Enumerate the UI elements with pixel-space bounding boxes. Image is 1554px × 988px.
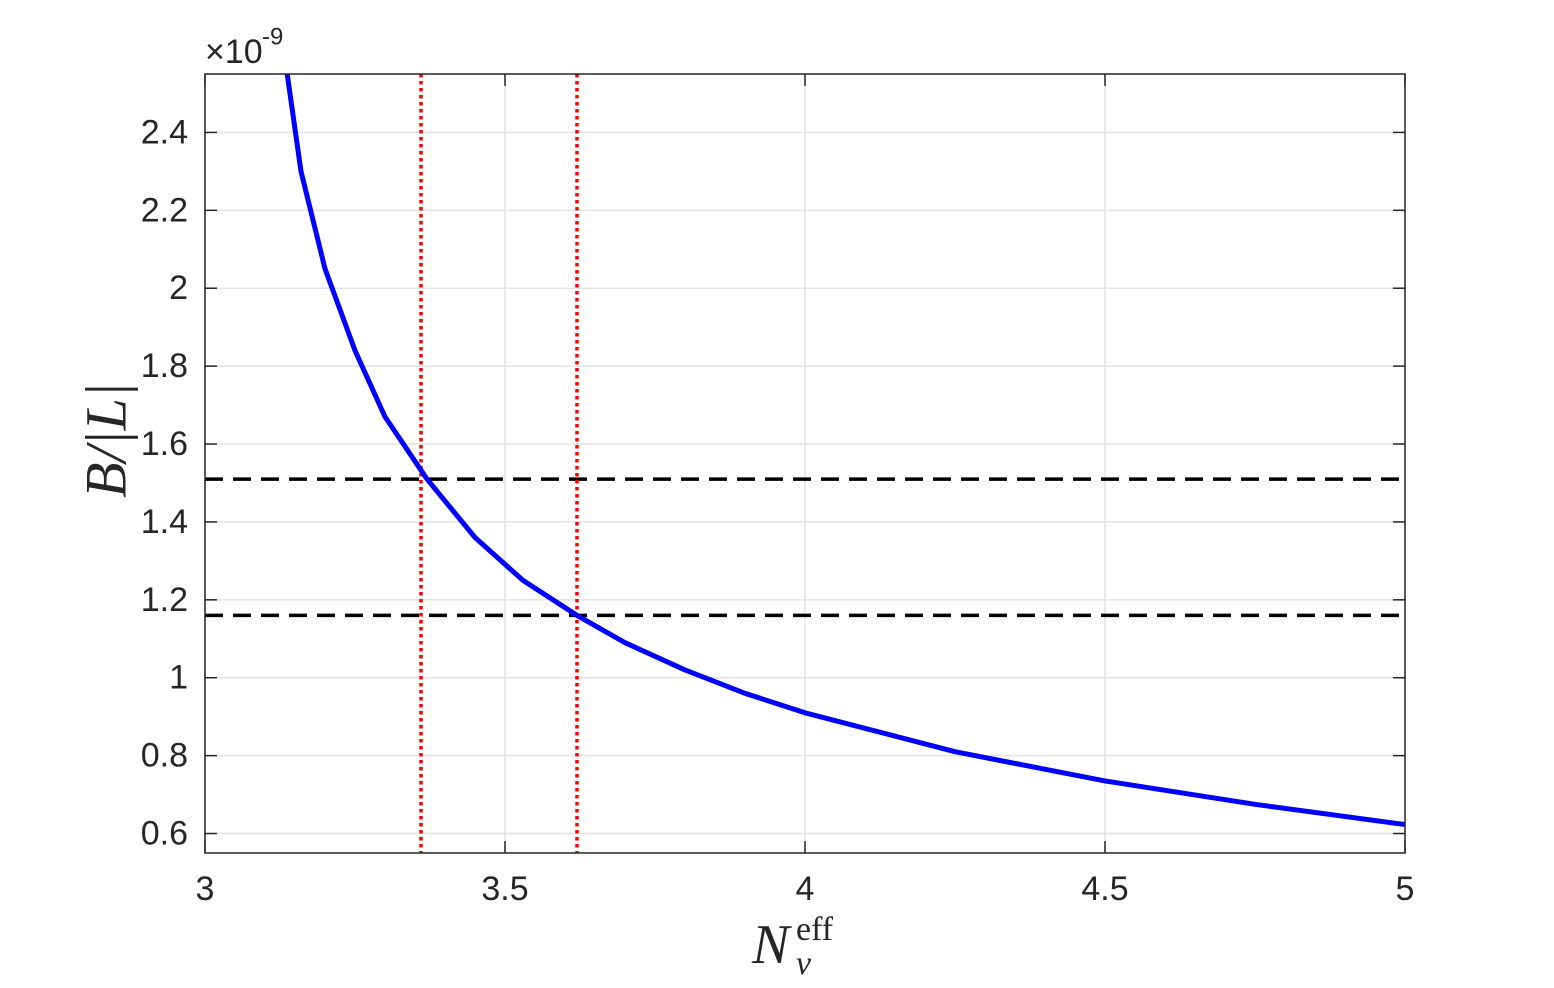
x-label-sup: eff xyxy=(796,911,834,948)
y-multiplier: ×10 xyxy=(205,33,263,71)
y-exponent: -9 xyxy=(262,23,283,50)
plot-area xyxy=(205,74,1405,853)
y-axis-label: B/|L| xyxy=(73,382,138,498)
y-tick-label: 1.6 xyxy=(141,425,188,463)
y-tick-label: 0.8 xyxy=(141,737,188,775)
y-tick-label: 1.4 xyxy=(141,503,188,541)
x-axis-label: N ν eff xyxy=(751,911,834,982)
data-line xyxy=(284,74,1405,828)
y-tick-label: 0.6 xyxy=(141,815,188,853)
x-label-sub: ν xyxy=(796,945,812,982)
y-tick-label: 2.2 xyxy=(141,191,188,229)
x-tick-label: 3.5 xyxy=(481,870,528,908)
y-tick-label: 1.8 xyxy=(141,347,188,385)
y-tick-label: 2 xyxy=(169,269,188,307)
y-tick-label: 1 xyxy=(169,659,188,697)
x-label-base: N xyxy=(751,914,792,976)
x-tick-label: 4.5 xyxy=(1081,870,1128,908)
x-tick-label: 5 xyxy=(1396,870,1415,908)
x-tick-label: 4 xyxy=(796,870,815,908)
y-tick-label: 2.4 xyxy=(141,113,188,151)
y-tick-label: 1.2 xyxy=(141,581,188,619)
x-tick-label: 3 xyxy=(196,870,215,908)
